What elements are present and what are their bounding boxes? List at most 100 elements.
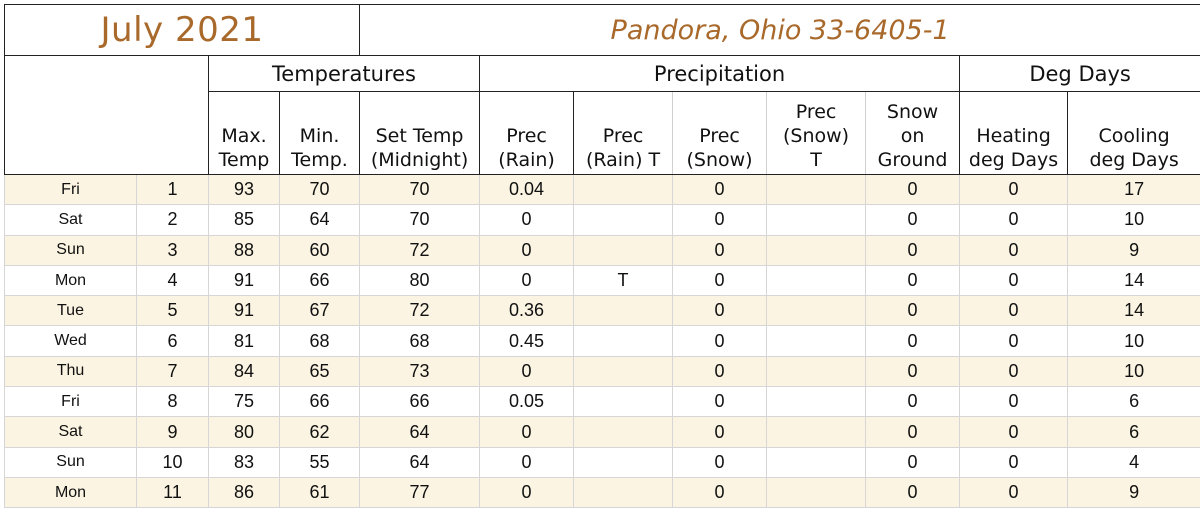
cell-ground: 0	[866, 447, 960, 477]
cell-rain-t	[574, 235, 673, 265]
cell-date: 9	[137, 417, 209, 447]
cell-cool: 14	[1068, 296, 1200, 326]
cell-day: Mon	[5, 265, 137, 295]
cell-date: 7	[137, 356, 209, 386]
cell-day: Fri	[5, 387, 137, 417]
cell-set: 80	[360, 265, 480, 295]
cell-heat: 0	[960, 296, 1068, 326]
cell-cool: 9	[1068, 477, 1200, 507]
cell-day: Sat	[5, 417, 137, 447]
cell-day: Sun	[5, 447, 137, 477]
column-header-line: T	[810, 149, 822, 171]
column-header-line: (Midnight)	[371, 149, 468, 171]
cell-date: 8	[137, 387, 209, 417]
cell-rain-t	[574, 417, 673, 447]
cell-ground: 0	[866, 205, 960, 235]
column-header-line: Temp	[219, 149, 270, 171]
cell-heat: 0	[960, 205, 1068, 235]
group-deg-days: Deg Days	[960, 56, 1200, 92]
cell-cool: 10	[1068, 205, 1200, 235]
cell-set: 77	[360, 477, 480, 507]
weather-table: July 2021 Pandora, Ohio 33-6405-1 Temper…	[4, 4, 1200, 508]
cell-rain-t	[574, 387, 673, 417]
cell-max: 86	[209, 477, 280, 507]
cell-ground: 0	[866, 326, 960, 356]
cell-day: Sun	[5, 235, 137, 265]
column-header-line: Temp.	[291, 149, 348, 171]
cell-cool: 17	[1068, 175, 1200, 205]
cell-max: 80	[209, 417, 280, 447]
cell-date: 1	[137, 175, 209, 205]
cell-rain-t	[574, 356, 673, 386]
cell-snow-t	[767, 235, 866, 265]
column-header-line: Prec	[603, 125, 644, 147]
cell-ground: 0	[866, 265, 960, 295]
cell-rain: 0	[480, 265, 574, 295]
cell-min: 55	[280, 447, 360, 477]
cell-set: 72	[360, 235, 480, 265]
cell-day: Fri	[5, 175, 137, 205]
cell-min: 66	[280, 265, 360, 295]
cell-max: 91	[209, 296, 280, 326]
cell-snow-t	[767, 265, 866, 295]
cell-set: 72	[360, 296, 480, 326]
cell-max: 85	[209, 205, 280, 235]
cell-rain: 0	[480, 205, 574, 235]
cell-max: 91	[209, 265, 280, 295]
col-prec-rain-t: Prec(Rain) T	[574, 92, 673, 175]
cell-snow: 0	[673, 356, 767, 386]
cell-rain-t	[574, 175, 673, 205]
cell-set: 68	[360, 326, 480, 356]
cell-date: 5	[137, 296, 209, 326]
column-header-line: Prec	[699, 125, 740, 147]
col-min-temp: Min.Temp.	[280, 92, 360, 175]
cell-heat: 0	[960, 175, 1068, 205]
cell-snow: 0	[673, 447, 767, 477]
column-header-line: Cooling	[1099, 125, 1170, 147]
cell-heat: 0	[960, 235, 1068, 265]
column-header-line: Heating	[976, 125, 1050, 147]
col-max-temp: Max.Temp	[209, 92, 280, 175]
column-header-line: Prec	[796, 101, 837, 123]
cell-snow: 0	[673, 477, 767, 507]
cell-rain: 0.36	[480, 296, 574, 326]
cell-date: 11	[137, 477, 209, 507]
cell-snow-t	[767, 175, 866, 205]
cell-rain: 0.04	[480, 175, 574, 205]
cell-rain-t	[574, 477, 673, 507]
cell-ground: 0	[866, 387, 960, 417]
group-precipitation: Precipitation	[480, 56, 960, 92]
column-header-line: Ground	[878, 149, 948, 171]
cell-heat: 0	[960, 356, 1068, 386]
cell-rain-t	[574, 447, 673, 477]
cell-snow: 0	[673, 235, 767, 265]
cell-day: Tue	[5, 296, 137, 326]
cell-cool: 10	[1068, 326, 1200, 356]
column-header-line: (Rain)	[498, 149, 555, 171]
col-prec-rain: Prec(Rain)	[480, 92, 574, 175]
month-title: July 2021	[5, 5, 360, 56]
cell-ground: 0	[866, 477, 960, 507]
cell-rain: 0	[480, 235, 574, 265]
col-prec-snow: Prec(Snow)	[673, 92, 767, 175]
cell-snow: 0	[673, 387, 767, 417]
cell-set: 64	[360, 417, 480, 447]
cell-day: Thu	[5, 356, 137, 386]
cell-min: 65	[280, 356, 360, 386]
col-set-temp: Set Temp(Midnight)	[360, 92, 480, 175]
column-header-line: (Snow)	[783, 125, 849, 147]
cell-cool: 10	[1068, 356, 1200, 386]
cell-heat: 0	[960, 265, 1068, 295]
column-header-line: Prec	[506, 125, 547, 147]
group-temperatures: Temperatures	[209, 56, 480, 92]
column-header-line: (Snow)	[687, 149, 753, 171]
cell-date: 6	[137, 326, 209, 356]
cell-snow-t	[767, 356, 866, 386]
column-header-line: Snow	[887, 101, 938, 123]
